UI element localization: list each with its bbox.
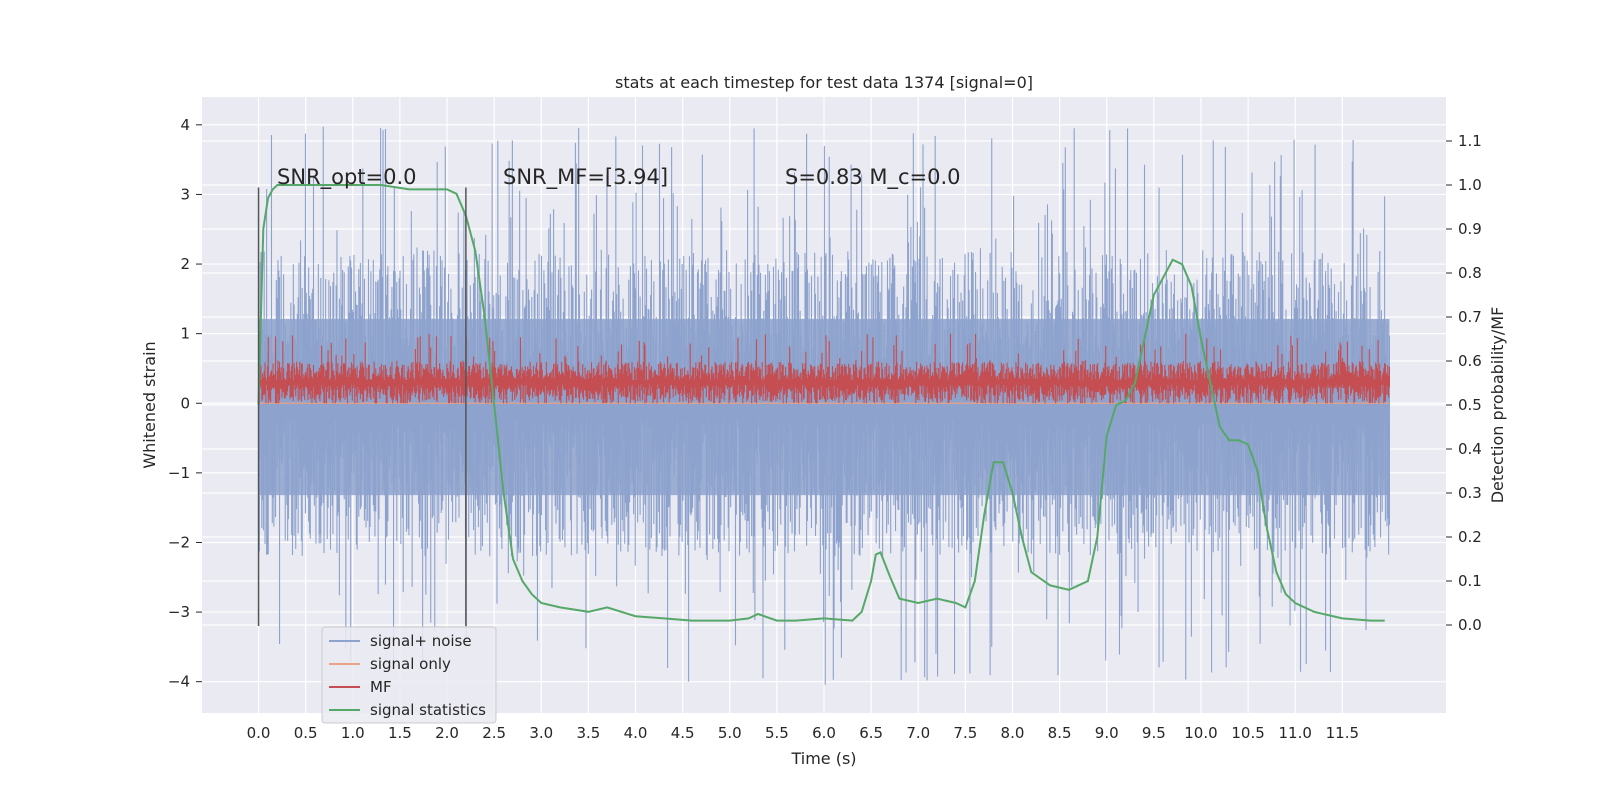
- x-tick-label: 11.5: [1326, 724, 1359, 742]
- y-tick-label-left: 1: [180, 325, 190, 343]
- series-signal-statistics: [257, 184, 1385, 622]
- y-axis-label-right: Detection probability/MF: [1488, 307, 1507, 504]
- legend-box: [321, 626, 497, 724]
- legend-entry-noise: signal+ noise: [370, 632, 472, 650]
- y-axis-label-left: Whitened strain: [140, 341, 159, 468]
- y-tick-label-left: 0: [180, 394, 190, 412]
- x-tick-label: 3.0: [529, 724, 553, 742]
- y-tick-labels-left: 4 3 2 1 0 −1 −2 −3 −4: [168, 116, 202, 691]
- x-tick-label: 9.5: [1142, 724, 1166, 742]
- vertical-lines: [257, 187, 467, 626]
- y-tick-label-right: 0.0: [1458, 616, 1482, 634]
- y-tick-label-left: −1: [168, 464, 190, 482]
- y-tick-labels-right: 1.1 1.0 0.9 0.8 0.7 0.6 0.5 0.4 0.3 0.2 0.1 0.0: [1446, 132, 1482, 634]
- x-axis-label: Time (s): [790, 749, 856, 768]
- x-tick-label: 4.0: [624, 724, 648, 742]
- x-tick-label: 1.5: [388, 724, 412, 742]
- series-layer: [257, 126, 1390, 685]
- y-tick-label-left: −4: [168, 673, 190, 691]
- x-tick-label: 9.0: [1095, 724, 1119, 742]
- y-tick-label-left: 4: [180, 116, 190, 134]
- y-tick-label-right: 0.3: [1458, 484, 1482, 502]
- y-tick-label-right: 0.4: [1458, 440, 1482, 458]
- y-tick-label-right: 0.2: [1458, 528, 1482, 546]
- y-tick-label-right: 0.7: [1458, 308, 1482, 326]
- legend: signal+ noise signal only MF signal stat…: [321, 626, 497, 724]
- annotation-s-mc: S=0.83 M_c=0.0: [785, 165, 961, 190]
- y-tick-label-right: 1.1: [1458, 132, 1482, 150]
- x-tick-labels: 0.0 0.5 1.0 1.5 2.0 2.5 3.0 3.5 4.0 4.5 5.0 5.5 6.0 6…: [247, 724, 1359, 742]
- y-tick-label-right: 0.5: [1458, 396, 1482, 414]
- legend-entry-mf: MF: [370, 678, 392, 696]
- x-tick-label: 8.0: [1001, 724, 1025, 742]
- x-tick-label: 2.5: [482, 724, 506, 742]
- x-tick-label: 4.5: [671, 724, 695, 742]
- legend-entry-signal-only: signal only: [370, 655, 451, 673]
- y-tick-label-left: −2: [168, 533, 190, 551]
- x-tick-label: 6.5: [859, 724, 883, 742]
- y-tick-label-right: 1.0: [1458, 176, 1482, 194]
- x-tick-label: 5.5: [765, 724, 789, 742]
- annotation-snr-mf: SNR_MF=[3.94]: [503, 165, 668, 190]
- x-tick-label: 11.0: [1279, 724, 1312, 742]
- x-tick-label: 10.0: [1184, 724, 1217, 742]
- x-tick-label: 0.0: [247, 724, 271, 742]
- y-tick-label-left: 3: [180, 185, 190, 203]
- x-tick-label: 1.0: [341, 724, 365, 742]
- x-tick-label: 5.0: [718, 724, 742, 742]
- y-tick-label-right: 0.1: [1458, 572, 1482, 590]
- x-tick-label: 3.5: [576, 724, 600, 742]
- y-tick-label-right: 0.9: [1458, 220, 1482, 238]
- x-tick-label: 7.0: [906, 724, 930, 742]
- x-tick-label: 0.5: [294, 724, 318, 742]
- x-tick-label: 10.5: [1231, 724, 1264, 742]
- annotation-snr-opt: SNR_opt=0.0: [277, 165, 417, 190]
- x-tick-label: 2.0: [435, 724, 459, 742]
- y-tick-label-left: −3: [168, 603, 190, 621]
- x-tick-label: 7.5: [953, 724, 977, 742]
- x-tick-label: 6.0: [812, 724, 836, 742]
- x-tick-label: 8.5: [1048, 724, 1072, 742]
- y-tick-label-right: 0.6: [1458, 352, 1482, 370]
- legend-entry-signal-statistics: signal statistics: [370, 701, 486, 719]
- y-tick-label-right: 0.8: [1458, 264, 1482, 282]
- chart-title: stats at each timestep for test data 137…: [615, 73, 1033, 92]
- y-tick-label-left: 2: [180, 255, 190, 273]
